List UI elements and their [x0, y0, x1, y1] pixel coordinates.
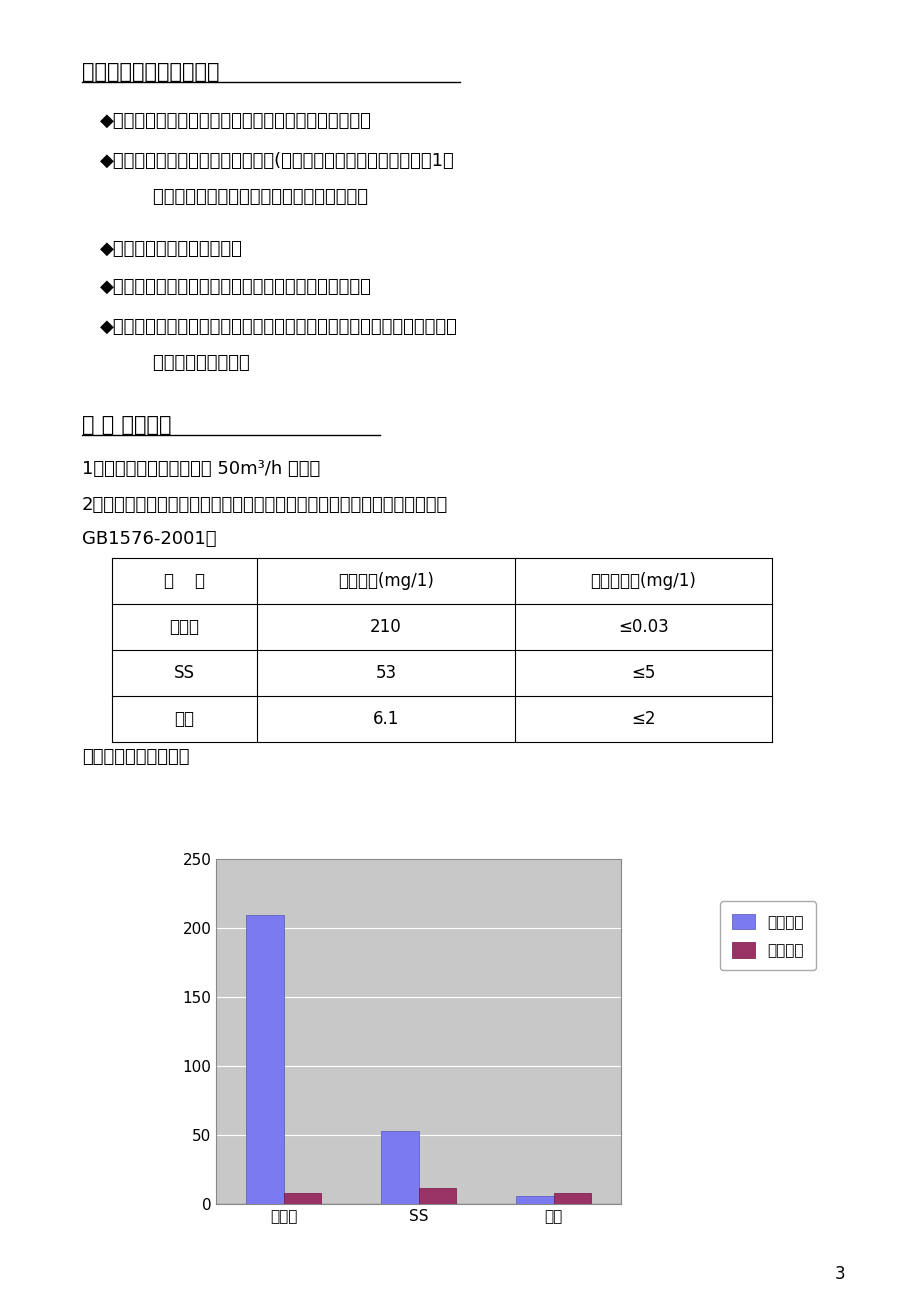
Text: ≤0.03: ≤0.03: [618, 618, 668, 635]
Text: 进水水质(mg/1): 进水水质(mg/1): [337, 572, 434, 590]
Text: ◆设备及材料包装、运输及保险，卸车、就位由业主负责: ◆设备及材料包装、运输及保险，卸车、就位由业主负责: [100, 279, 371, 296]
Text: ◆软化水车间土建工程（包含设备基础、地沟、钉筋混凝土池类、建筑预埋: ◆软化水车间土建工程（包含设备基础、地沟、钉筋混凝土池类、建筑预埋: [100, 318, 458, 336]
Text: ≤5: ≤5: [630, 664, 654, 682]
Text: 3: 3: [834, 1266, 845, 1282]
Text: ◆软化水处理系统安装、调试: ◆软化水处理系统安装、调试: [100, 240, 243, 258]
Bar: [516, 1197, 553, 1204]
Text: 53: 53: [375, 664, 396, 682]
Bar: [245, 914, 283, 1204]
Text: 2、水质及处理要求：进水按用户提供数据，出水达《锅炉软化水水质标准》: 2、水质及处理要求：进水按用户提供数据，出水达《锅炉软化水水质标准》: [82, 496, 448, 514]
Text: 二、系统设计及供货范围: 二、系统设计及供货范围: [82, 62, 220, 82]
Text: ◆软化水处理系统全部管道及附件等(进出水管道接至软化水车间外塹1米: ◆软化水处理系统全部管道及附件等(进出水管道接至软化水车间外塹1米: [100, 152, 454, 171]
Text: 210: 210: [369, 618, 402, 635]
Text: 总硬度: 总硬度: [169, 618, 199, 635]
Bar: [283, 1194, 321, 1204]
Text: 三 、 设计参数: 三 、 设计参数: [82, 415, 171, 435]
Bar: [553, 1194, 591, 1204]
Bar: [418, 1187, 456, 1204]
Text: SS: SS: [174, 664, 195, 682]
Text: 含油: 含油: [175, 710, 195, 728]
Text: 项    目: 项 目: [164, 572, 205, 590]
Text: 处，工艺系统排水就近排入地沟）采购、安装: 处，工艺系统排水就近排入地沟）采购、安装: [130, 187, 368, 206]
Text: 处理效果如下图所示：: 处理效果如下图所示：: [82, 749, 189, 766]
Legend: 进水水质, 出水水质: 进水水质, 出水水质: [719, 901, 815, 970]
Text: ◆软化水处理系统工艺设备（含滤料、填料）购置、安装: ◆软化水处理系统工艺设备（含滤料、填料）购置、安装: [100, 112, 371, 130]
Bar: [380, 1131, 418, 1204]
Text: 件等）不属设计范围: 件等）不属设计范围: [130, 354, 249, 372]
Text: 1、处理水量：设计水量按 50m³/h 设计。: 1、处理水量：设计水量按 50m³/h 设计。: [82, 460, 320, 478]
Text: GB1576-2001。: GB1576-2001。: [82, 530, 216, 548]
Text: ≤2: ≤2: [630, 710, 655, 728]
Text: 6.1: 6.1: [372, 710, 399, 728]
Text: 处理后要求(mg/1): 处理后要求(mg/1): [590, 572, 696, 590]
